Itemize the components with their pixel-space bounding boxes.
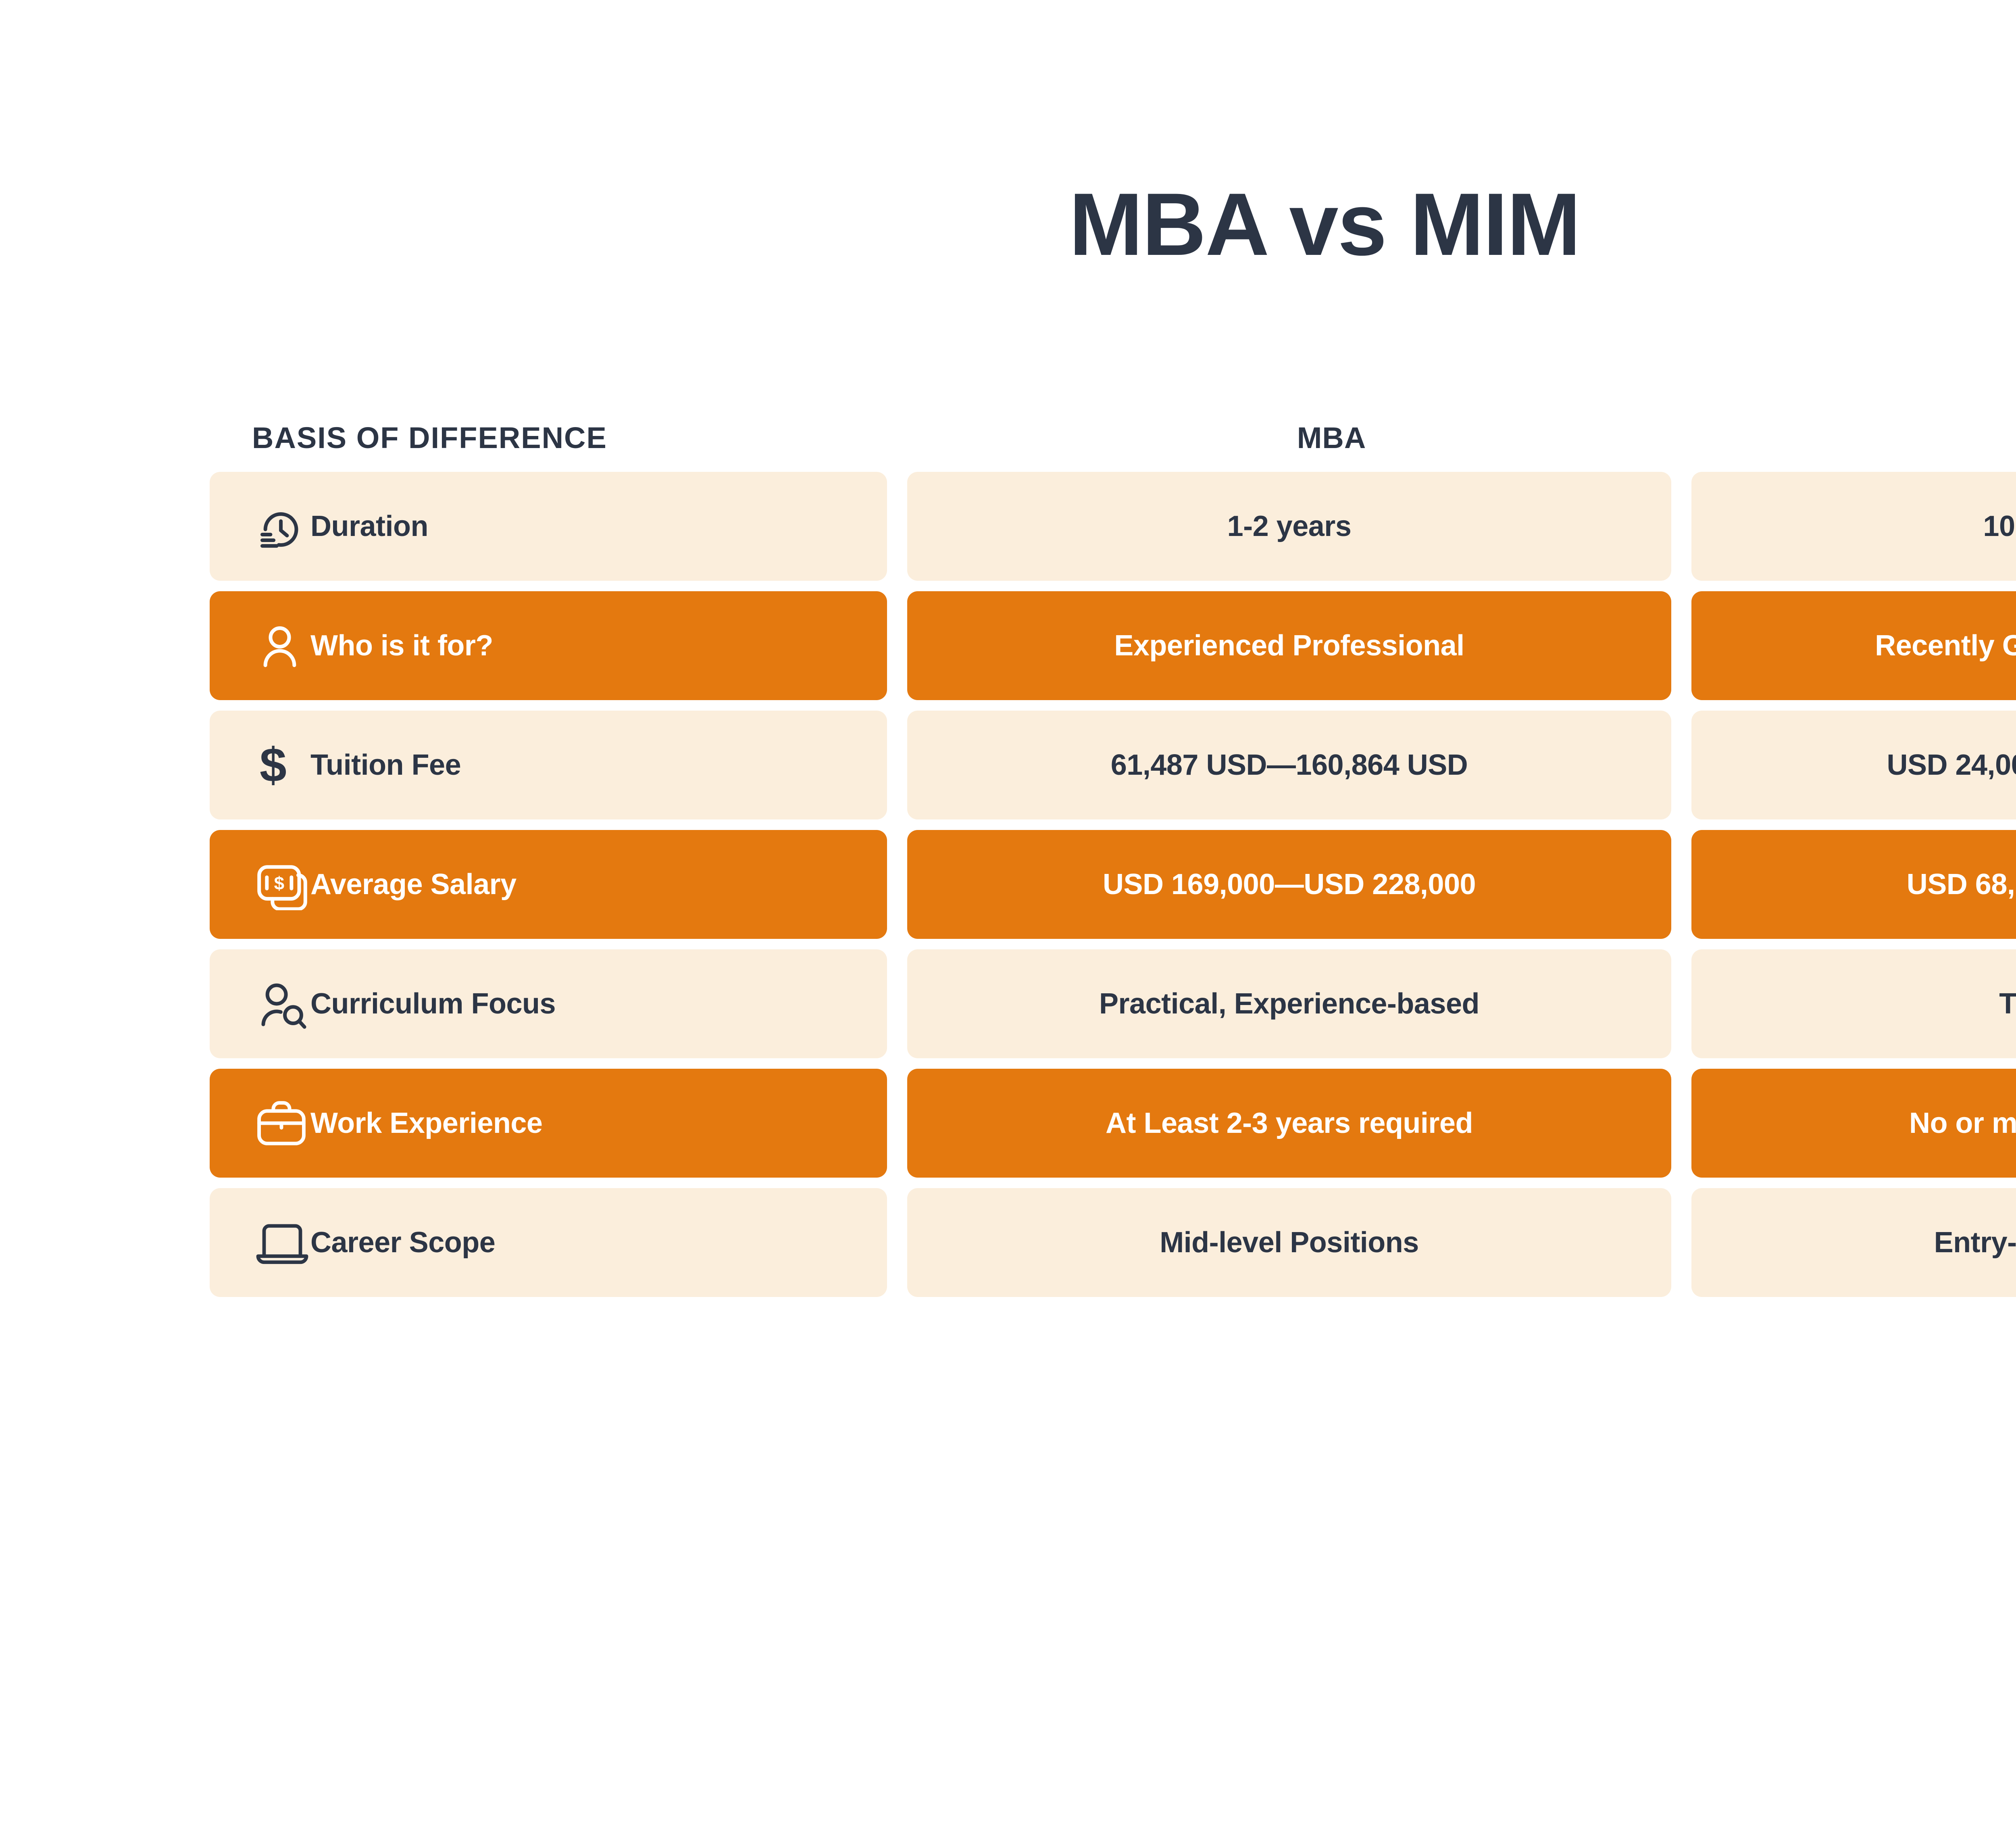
row-basis-cell: $ Tuition Fee — [210, 711, 887, 819]
row-basis-label: Average Salary — [310, 868, 516, 901]
row-mba-value: 1-2 years — [1227, 510, 1352, 542]
row-mim-value: 10-12 months — [1983, 510, 2016, 542]
row-mim-value: No or minimum required — [1909, 1107, 2016, 1139]
svg-text:$: $ — [274, 873, 284, 894]
row-mim-value: Theoretical — [1999, 988, 2016, 1020]
table-row: Career Scope Mid-level Positions Entry-lev… — [210, 1188, 2016, 1297]
row-basis-cell: Curriculum Focus — [210, 949, 887, 1058]
table-row: Work Experience At Least 2-3 years requir… — [210, 1069, 2016, 1178]
row-basis-cell: Who is it for? — [210, 591, 887, 700]
row-basis-cell: $ Average Salary — [210, 830, 887, 939]
row-mba-cell: Practical, Experience-based — [907, 949, 1671, 1058]
row-mba-cell: 61,487 USD—160,864 USD — [907, 711, 1671, 819]
row-basis-label: Work Experience — [310, 1107, 543, 1139]
column-gap — [1671, 1069, 1691, 1178]
row-mba-value: 61,487 USD—160,864 USD — [1110, 749, 1468, 781]
column-gap — [1671, 949, 1691, 1058]
column-gap — [887, 830, 907, 939]
dollar-glyph: $ — [260, 738, 287, 792]
column-gap — [887, 1069, 907, 1178]
row-mim-cell: USD 68,000-USD 106,000 — [1691, 830, 2016, 939]
row-mba-value: Mid-level Positions — [1160, 1226, 1419, 1259]
column-gap — [887, 472, 907, 581]
column-gap — [887, 1188, 907, 1297]
table-row: Curriculum Focus Practical, Experience-ba… — [210, 949, 2016, 1058]
page-title: MBA vs MIM — [1069, 175, 1581, 274]
row-mba-value: Experienced Professional — [1114, 630, 1464, 662]
row-basis-cell: Work Experience — [210, 1069, 887, 1178]
row-mim-cell: USD 24,000-140,579.20 USD — [1691, 711, 2016, 819]
row-mba-value: Practical, Experience-based — [1099, 988, 1480, 1020]
table-row: $ Tuition Fee 61,487 USD—160,864 USD USD 24… — [210, 711, 2016, 819]
column-gap — [887, 711, 907, 819]
table-header-row: BASIS OF DIFFERENCE MBA MIM — [210, 403, 2016, 472]
row-basis-label: Tuition Fee — [310, 749, 461, 781]
comparison-table: BASIS OF DIFFERENCE MBA MIM Duration 1-2 … — [210, 403, 2016, 1307]
banknote-icon: $ — [254, 859, 310, 910]
table-row: Duration 1-2 years 10-12 months — [210, 472, 2016, 581]
row-mim-cell: Theoretical — [1691, 949, 2016, 1058]
row-basis-cell: Career Scope — [210, 1188, 887, 1297]
row-mim-cell: Recently Graduated Students — [1691, 591, 2016, 700]
person-search-icon — [254, 978, 310, 1030]
column-gap — [1671, 1188, 1691, 1297]
laptop-icon — [254, 1218, 310, 1267]
column-header-basis: BASIS OF DIFFERENCE — [252, 421, 607, 455]
briefcase-icon — [254, 1098, 310, 1148]
column-header-mim: MIM — [1734, 421, 2016, 455]
row-mim-cell: 10-12 months — [1691, 472, 2016, 581]
row-mim-cell: Entry-level Positions — [1691, 1188, 2016, 1297]
column-gap — [887, 591, 907, 700]
row-mba-value: At Least 2-3 years required — [1106, 1107, 1473, 1139]
row-mba-cell: USD 169,000—USD 228,000 — [907, 830, 1671, 939]
table-row: $ Average Salary USD 169,000—USD 228,000 US… — [210, 830, 2016, 939]
row-mim-value: Recently Graduated Students — [1875, 630, 2016, 662]
column-header-mba: MBA — [1297, 421, 1366, 455]
row-mim-value: USD 68,000-USD 106,000 — [1906, 868, 2016, 901]
row-basis-label: Duration — [310, 510, 428, 542]
row-mba-value: USD 169,000—USD 228,000 — [1102, 868, 1476, 901]
row-basis-cell: Duration — [210, 472, 887, 581]
row-mba-cell: Mid-level Positions — [907, 1188, 1671, 1297]
row-basis-label: Curriculum Focus — [310, 988, 556, 1020]
column-gap — [1671, 830, 1691, 939]
column-gap — [1671, 472, 1691, 581]
row-mim-cell: No or minimum required — [1691, 1069, 2016, 1178]
row-mba-cell: At Least 2-3 years required — [907, 1069, 1671, 1178]
row-mim-value: USD 24,000-140,579.20 USD — [1887, 749, 2016, 781]
row-basis-label: Who is it for? — [310, 630, 493, 662]
person-icon — [254, 620, 310, 671]
dollar-sign-icon: $ — [254, 741, 310, 789]
row-mba-cell: Experienced Professional — [907, 591, 1671, 700]
row-basis-label: Career Scope — [310, 1226, 496, 1259]
column-gap — [1671, 711, 1691, 819]
row-mba-cell: 1-2 years — [907, 472, 1671, 581]
clock-history-icon — [254, 500, 310, 552]
column-gap — [1671, 591, 1691, 700]
column-gap — [887, 949, 907, 1058]
row-mim-value: Entry-level Positions — [1934, 1226, 2016, 1259]
table-row: Who is it for? Experienced Professional Re… — [210, 591, 2016, 700]
